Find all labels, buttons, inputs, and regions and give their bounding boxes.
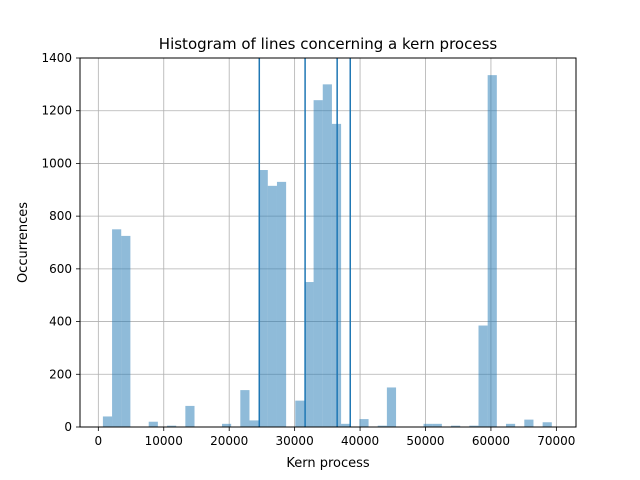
histogram-bar bbox=[102, 416, 113, 427]
histogram-bar bbox=[542, 422, 552, 427]
y-axis-label: Occurrences bbox=[16, 202, 31, 283]
histogram-bar bbox=[249, 420, 259, 427]
x-tick-label: 10000 bbox=[145, 434, 183, 448]
y-tick-label: 600 bbox=[49, 262, 72, 276]
histogram-bar bbox=[276, 181, 287, 427]
histogram-bar bbox=[377, 425, 387, 427]
histogram-bar bbox=[322, 84, 332, 427]
y-tick-label: 1000 bbox=[41, 156, 72, 170]
x-tick-label: 30000 bbox=[276, 434, 314, 448]
histogram-bar bbox=[487, 75, 497, 427]
histogram-bar bbox=[221, 423, 232, 427]
x-axis-ticks: 0 10000 20000 30000 40000 50000 60000 70000 bbox=[95, 427, 575, 448]
x-tick-label: 40000 bbox=[341, 434, 379, 448]
y-axis-ticks: 0 200 400 600 800 1000 1200 1400 bbox=[41, 51, 80, 434]
histogram-bar bbox=[469, 425, 479, 427]
y-tick-label: 800 bbox=[49, 209, 72, 223]
histogram-bar bbox=[359, 419, 369, 427]
histogram-bar bbox=[432, 423, 442, 427]
histogram-bar bbox=[185, 405, 195, 427]
histogram-bar bbox=[304, 282, 314, 427]
y-tick-label: 1400 bbox=[41, 51, 72, 65]
histogram-bar bbox=[386, 387, 397, 427]
histogram-bar bbox=[341, 423, 351, 427]
vertical-lines bbox=[258, 58, 351, 427]
histogram-bar bbox=[167, 425, 177, 427]
histogram-bar bbox=[267, 185, 277, 427]
x-tick-label: 20000 bbox=[210, 434, 248, 448]
y-tick-label: 200 bbox=[49, 367, 72, 381]
histogram-bar bbox=[258, 170, 268, 427]
histogram-bar bbox=[295, 400, 305, 427]
histogram-bar bbox=[313, 100, 323, 428]
chart-title: Histogram of lines concerning a kern pro… bbox=[159, 35, 498, 53]
x-axis-label: Kern process bbox=[286, 456, 370, 471]
histogram-bar bbox=[423, 423, 433, 427]
x-tick-label: 50000 bbox=[406, 434, 444, 448]
x-tick-label: 60000 bbox=[472, 434, 510, 448]
y-tick-label: 400 bbox=[49, 315, 72, 329]
x-tick-label: 0 bbox=[95, 434, 103, 448]
histogram-bar bbox=[451, 425, 461, 427]
y-tick-label: 1200 bbox=[41, 104, 72, 118]
histogram-bar bbox=[240, 390, 250, 427]
histogram-bar bbox=[505, 423, 516, 427]
histogram-bar bbox=[148, 421, 158, 427]
plot-frame bbox=[79, 57, 577, 428]
histogram-bar bbox=[524, 419, 534, 427]
y-tick-label: 0 bbox=[64, 420, 72, 434]
histogram-bar bbox=[121, 235, 131, 427]
histogram-bar bbox=[112, 229, 122, 427]
histogram-bar bbox=[478, 325, 488, 427]
x-tick-label: 70000 bbox=[537, 434, 575, 448]
